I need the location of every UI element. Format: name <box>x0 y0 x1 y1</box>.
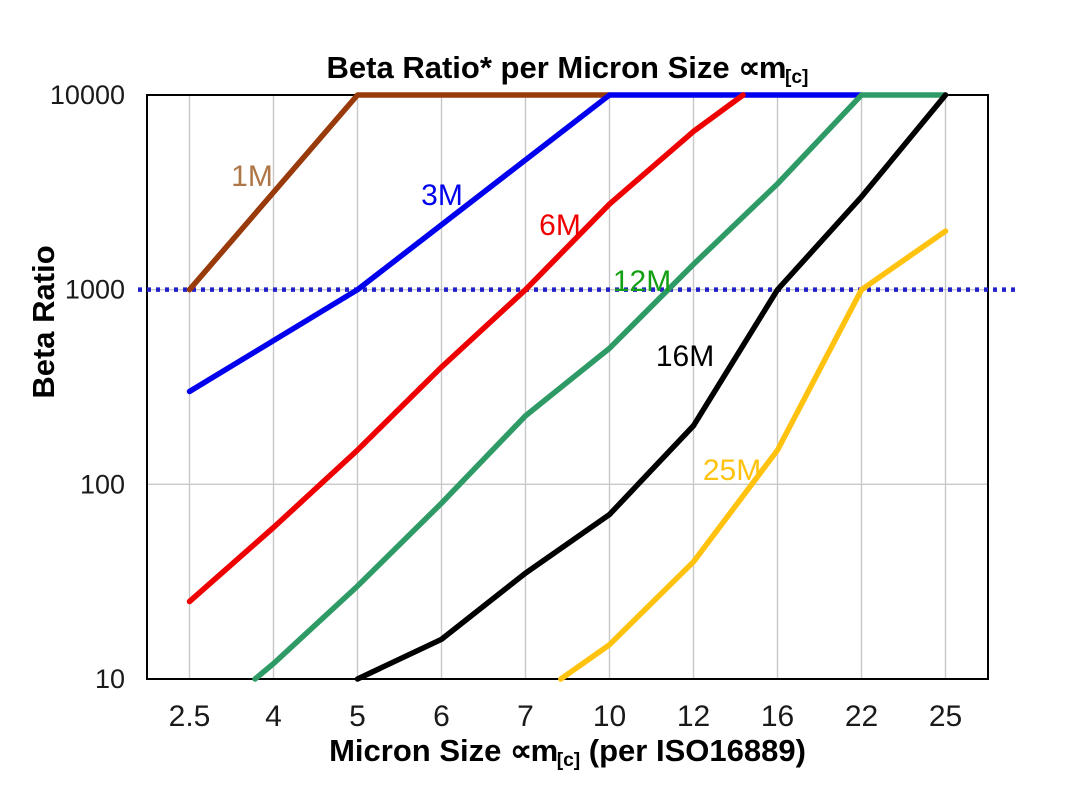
x-axis-title-text: Micron Size <box>329 733 510 768</box>
series-line-16M <box>354 92 949 682</box>
x-tick-7: 7 <box>517 700 534 733</box>
y-axis-title: Beta Ratio <box>26 245 61 399</box>
chart-title-text: Beta Ratio* per Micron Size <box>326 50 739 85</box>
series-label-12M: 12M <box>612 265 672 298</box>
x-axis-title: Micron Size ∝m[c] (per ISO16889) <box>147 733 988 772</box>
x-axis-title-suffix: (per ISO16889) <box>580 733 806 768</box>
x-tick-12: 12 <box>677 700 710 733</box>
chart-title: Beta Ratio* per Micron Size ∝m[c] <box>147 50 988 89</box>
x-tick-22: 22 <box>845 700 878 733</box>
series-label-3M: 3M <box>421 179 463 212</box>
x-tick-25: 25 <box>929 700 962 733</box>
series-label-6M: 6M <box>539 209 581 242</box>
x-tick-10: 10 <box>593 700 626 733</box>
y-tick-1000: 1000 <box>65 275 125 305</box>
x-tick-6: 6 <box>433 700 450 733</box>
x-tick-5: 5 <box>349 700 366 733</box>
proportional-symbol: ∝m <box>509 733 558 768</box>
series-line-12M <box>252 92 949 682</box>
series-label-25M: 25M <box>702 454 762 487</box>
y-tick-10000: 10000 <box>50 80 125 110</box>
y-tick-10: 10 <box>95 664 125 694</box>
x-axis-title-subscript: [c] <box>556 750 581 772</box>
chart-title-subscript: [c] <box>784 67 809 89</box>
series-line-25M <box>558 228 949 682</box>
series-label-16M: 16M <box>655 340 715 373</box>
series-line-6M <box>186 92 746 605</box>
x-tick-4: 4 <box>265 700 282 733</box>
series-line-1M <box>186 92 613 293</box>
x-tick-2.5: 2.5 <box>169 700 211 733</box>
x-tick-16: 16 <box>761 700 794 733</box>
series-label-1M: 1M <box>231 160 273 193</box>
y-tick-100: 100 <box>80 469 125 499</box>
proportional-symbol: ∝m <box>738 50 786 85</box>
series-line-3M <box>186 92 865 395</box>
